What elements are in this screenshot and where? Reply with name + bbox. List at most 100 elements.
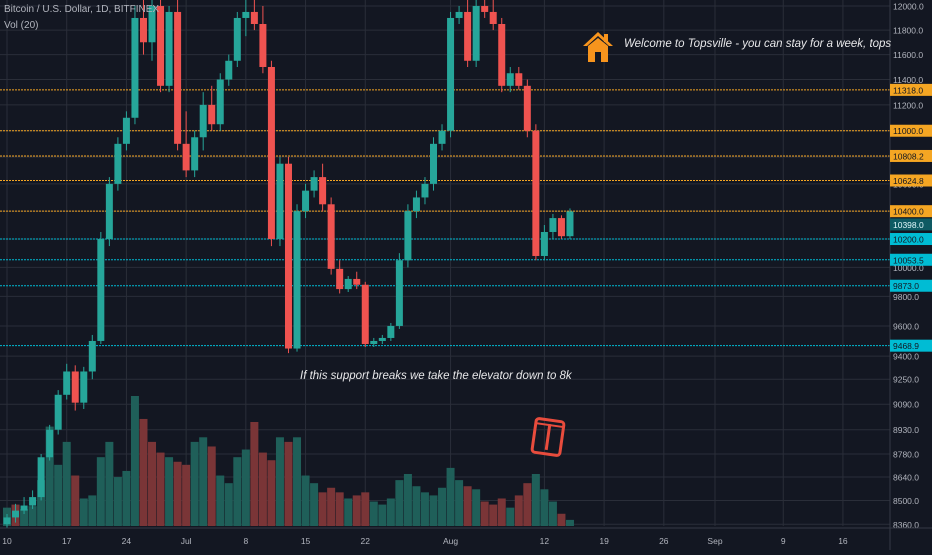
level-tag	[890, 279, 932, 292]
candle-body	[387, 325, 395, 338]
volume-bar	[361, 492, 370, 526]
x-tick-label: 9	[781, 536, 786, 546]
candle-body	[353, 278, 361, 285]
x-tick-label: Jul	[181, 536, 192, 546]
y-tick-label: 9600.0	[893, 321, 919, 331]
volume-indicator-label: Vol (20)	[4, 20, 39, 31]
volume-bar	[148, 441, 157, 526]
candle-body	[157, 5, 165, 86]
candle-body	[54, 394, 62, 430]
volume-bar	[130, 396, 139, 526]
y-tick-label: 11200.0	[893, 100, 923, 110]
candle-layer	[3, 0, 574, 528]
candle-body	[88, 340, 96, 372]
volume-bar	[369, 501, 378, 526]
candle-body	[12, 510, 20, 518]
current-price-text: 10398.0	[893, 220, 924, 230]
volume-bar	[122, 470, 131, 526]
volume-bar	[258, 452, 267, 526]
level-tag-text: 10053.5	[893, 255, 924, 265]
volume-bar	[173, 461, 182, 526]
x-tick-label: 17	[62, 536, 72, 546]
level-tag-text: 11318.0	[893, 85, 923, 95]
candle-body	[370, 340, 378, 344]
y-tick-label: 8930.0	[893, 425, 919, 435]
volume-bar	[71, 475, 80, 526]
support-note: If this support breaks we take the eleva…	[300, 370, 572, 382]
volume-bar	[139, 418, 148, 526]
level-tag-text: 10808.2	[893, 151, 924, 161]
volume-bar	[310, 483, 319, 526]
volume-bar	[420, 492, 429, 526]
level-tag	[890, 233, 932, 246]
volume-bar	[506, 507, 515, 526]
level-tag	[890, 83, 932, 96]
candle-body	[361, 284, 369, 344]
candle-body	[523, 85, 531, 131]
y-tick-label: 9800.0	[893, 292, 919, 302]
level-tag-text: 11000.0	[893, 126, 923, 136]
volume-bar	[403, 474, 412, 526]
candle-body	[139, 17, 147, 43]
volume-bar	[412, 486, 421, 526]
y-tick-label: 11400.0	[893, 75, 923, 85]
candle-body	[395, 260, 403, 326]
house-icon	[582, 30, 614, 64]
x-tick-label: 15	[301, 536, 311, 546]
x-tick-label: 16	[838, 536, 848, 546]
volume-bar	[37, 480, 46, 526]
candle-body	[293, 211, 301, 349]
volume-bar	[79, 498, 88, 526]
candle-body	[276, 163, 284, 240]
x-tick-label: 19	[599, 536, 609, 546]
candle-body	[199, 104, 207, 138]
x-tick-label: 12	[540, 536, 550, 546]
y-tick-label: 11600.0	[893, 50, 923, 60]
volume-bar	[20, 509, 29, 526]
candle-body	[378, 337, 386, 341]
volume-bar	[233, 457, 242, 526]
candle-body	[191, 137, 199, 171]
candle-body	[216, 79, 224, 125]
candle-body	[540, 232, 548, 256]
x-tick-label: 10	[2, 536, 12, 546]
volume-bar	[199, 437, 208, 526]
candle-body	[174, 11, 182, 144]
candle-body	[63, 371, 71, 395]
x-tick-label: Aug	[443, 536, 458, 546]
topsville-note: Welcome to Topsville - you can stay for …	[624, 38, 892, 50]
y-tick-label: 10000.0	[893, 263, 924, 273]
level-tag-text: 10400.0	[893, 207, 924, 217]
volume-bar	[45, 426, 54, 526]
level-labels: 11318.0 11000.0 10808.2 10624.8 10400.0 10200…	[890, 83, 932, 352]
candle-body	[549, 218, 557, 233]
volume-bar	[301, 475, 310, 526]
volume-bar	[293, 437, 302, 526]
candle-body	[131, 17, 139, 118]
volume-bar	[284, 441, 293, 526]
volume-layer	[3, 396, 574, 526]
volume-bar	[480, 501, 489, 526]
volume-bar	[557, 513, 566, 526]
candle-body	[532, 130, 540, 256]
volume-bar	[463, 486, 472, 526]
current-price-tag	[890, 218, 932, 231]
x-tick-label: 8	[243, 536, 248, 546]
volume-bar	[378, 504, 387, 526]
y-tick-label: 8360.0	[893, 520, 919, 530]
candle-body	[165, 11, 173, 86]
candle-body	[284, 163, 292, 349]
volume-bar	[531, 474, 540, 526]
y-tick-label: 8500.0	[893, 496, 919, 506]
y-tick-label: 9090.0	[893, 400, 919, 410]
candle-body	[310, 177, 318, 191]
volume-bar	[455, 480, 464, 526]
candle-body	[3, 517, 11, 525]
volume-bar	[327, 487, 336, 526]
candle-body	[259, 24, 267, 67]
volume-bar	[514, 495, 523, 526]
candle-body	[498, 24, 506, 86]
candle-body	[71, 371, 79, 403]
level-tag-text: 9468.9	[893, 341, 919, 351]
candle-body	[489, 11, 497, 25]
